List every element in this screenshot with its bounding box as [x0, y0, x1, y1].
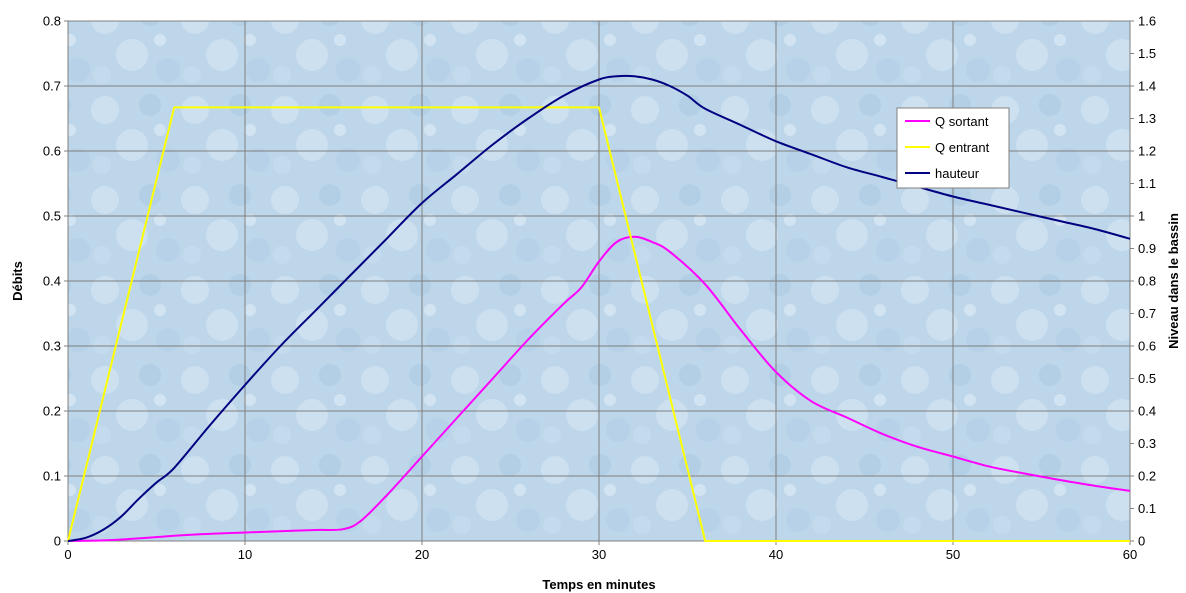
- y-left-tick-label: 0.4: [43, 274, 61, 289]
- x-axis-title: Temps en minutes: [542, 577, 655, 592]
- legend-label-hauteur: hauteur: [935, 166, 980, 181]
- y-right-tick-label: 1.6: [1138, 14, 1156, 29]
- legend-label-q-sortant: Q sortant: [935, 114, 989, 129]
- x-tick-label: 20: [415, 547, 429, 562]
- y-right-tick-label: 1: [1138, 209, 1145, 224]
- y-right-tick-label: 0.9: [1138, 241, 1156, 256]
- y-right-tick-label: 1.1: [1138, 176, 1156, 191]
- y-right-tick-label: 1.5: [1138, 46, 1156, 61]
- y-right-tick-label: 0.6: [1138, 339, 1156, 354]
- y-left-tick-label: 0: [54, 534, 61, 549]
- legend-label-q-entrant: Q entrant: [935, 140, 990, 155]
- y-left-axis-ticks: 0 0.1 0.2 0.3 0.4 0.5 0.6 0.7 0.8: [43, 14, 68, 549]
- y-right-axis-title: Niveau dans le bassin: [1166, 213, 1181, 349]
- x-tick-label: 40: [769, 547, 783, 562]
- y-right-tick-label: 0.3: [1138, 436, 1156, 451]
- series-line-q-entrant: [67, 106, 1130, 542]
- y-right-tick-label: 0.2: [1138, 469, 1156, 484]
- legend: Q sortant Q entrant hauteur: [896, 107, 1010, 189]
- y-right-tick-label: 1.3: [1138, 111, 1156, 126]
- y-right-tick-label: 1.2: [1138, 144, 1156, 159]
- y-right-tick-label: 0.5: [1138, 371, 1156, 386]
- y-right-tick-label: 1.4: [1138, 79, 1156, 94]
- x-tick-label: 0: [64, 547, 71, 562]
- x-tick-label: 60: [1123, 547, 1137, 562]
- series-line-q-sortant: [67, 235, 1131, 542]
- x-tick-label: 50: [946, 547, 960, 562]
- y-right-axis-ticks: 0 0.1 0.2 0.3 0.4 0.5 0.6 0.7 0.8 0.9 1 1.1 1.2 1.3 1.…: [1130, 14, 1156, 549]
- x-axis-ticks: 0 10 20 30 40 50 60: [64, 541, 1137, 562]
- x-tick-label: 30: [592, 547, 606, 562]
- y-right-tick-label: 0.7: [1138, 306, 1156, 321]
- y-right-tick-label: 0: [1138, 534, 1145, 549]
- y-left-tick-label: 0.5: [43, 209, 61, 224]
- y-right-tick-label: 0.4: [1138, 404, 1156, 419]
- y-left-tick-label: 0.6: [43, 144, 61, 159]
- y-left-tick-label: 0.1: [43, 469, 61, 484]
- x-tick-label: 10: [238, 547, 252, 562]
- y-left-tick-label: 0.8: [43, 14, 61, 29]
- y-left-axis-title: Débits: [10, 261, 25, 301]
- y-left-tick-label: 0.3: [43, 339, 61, 354]
- y-right-tick-label: 0.8: [1138, 274, 1156, 289]
- y-right-tick-label: 0.1: [1138, 501, 1156, 516]
- y-left-tick-label: 0.7: [43, 79, 61, 94]
- y-left-tick-label: 0.2: [43, 404, 61, 419]
